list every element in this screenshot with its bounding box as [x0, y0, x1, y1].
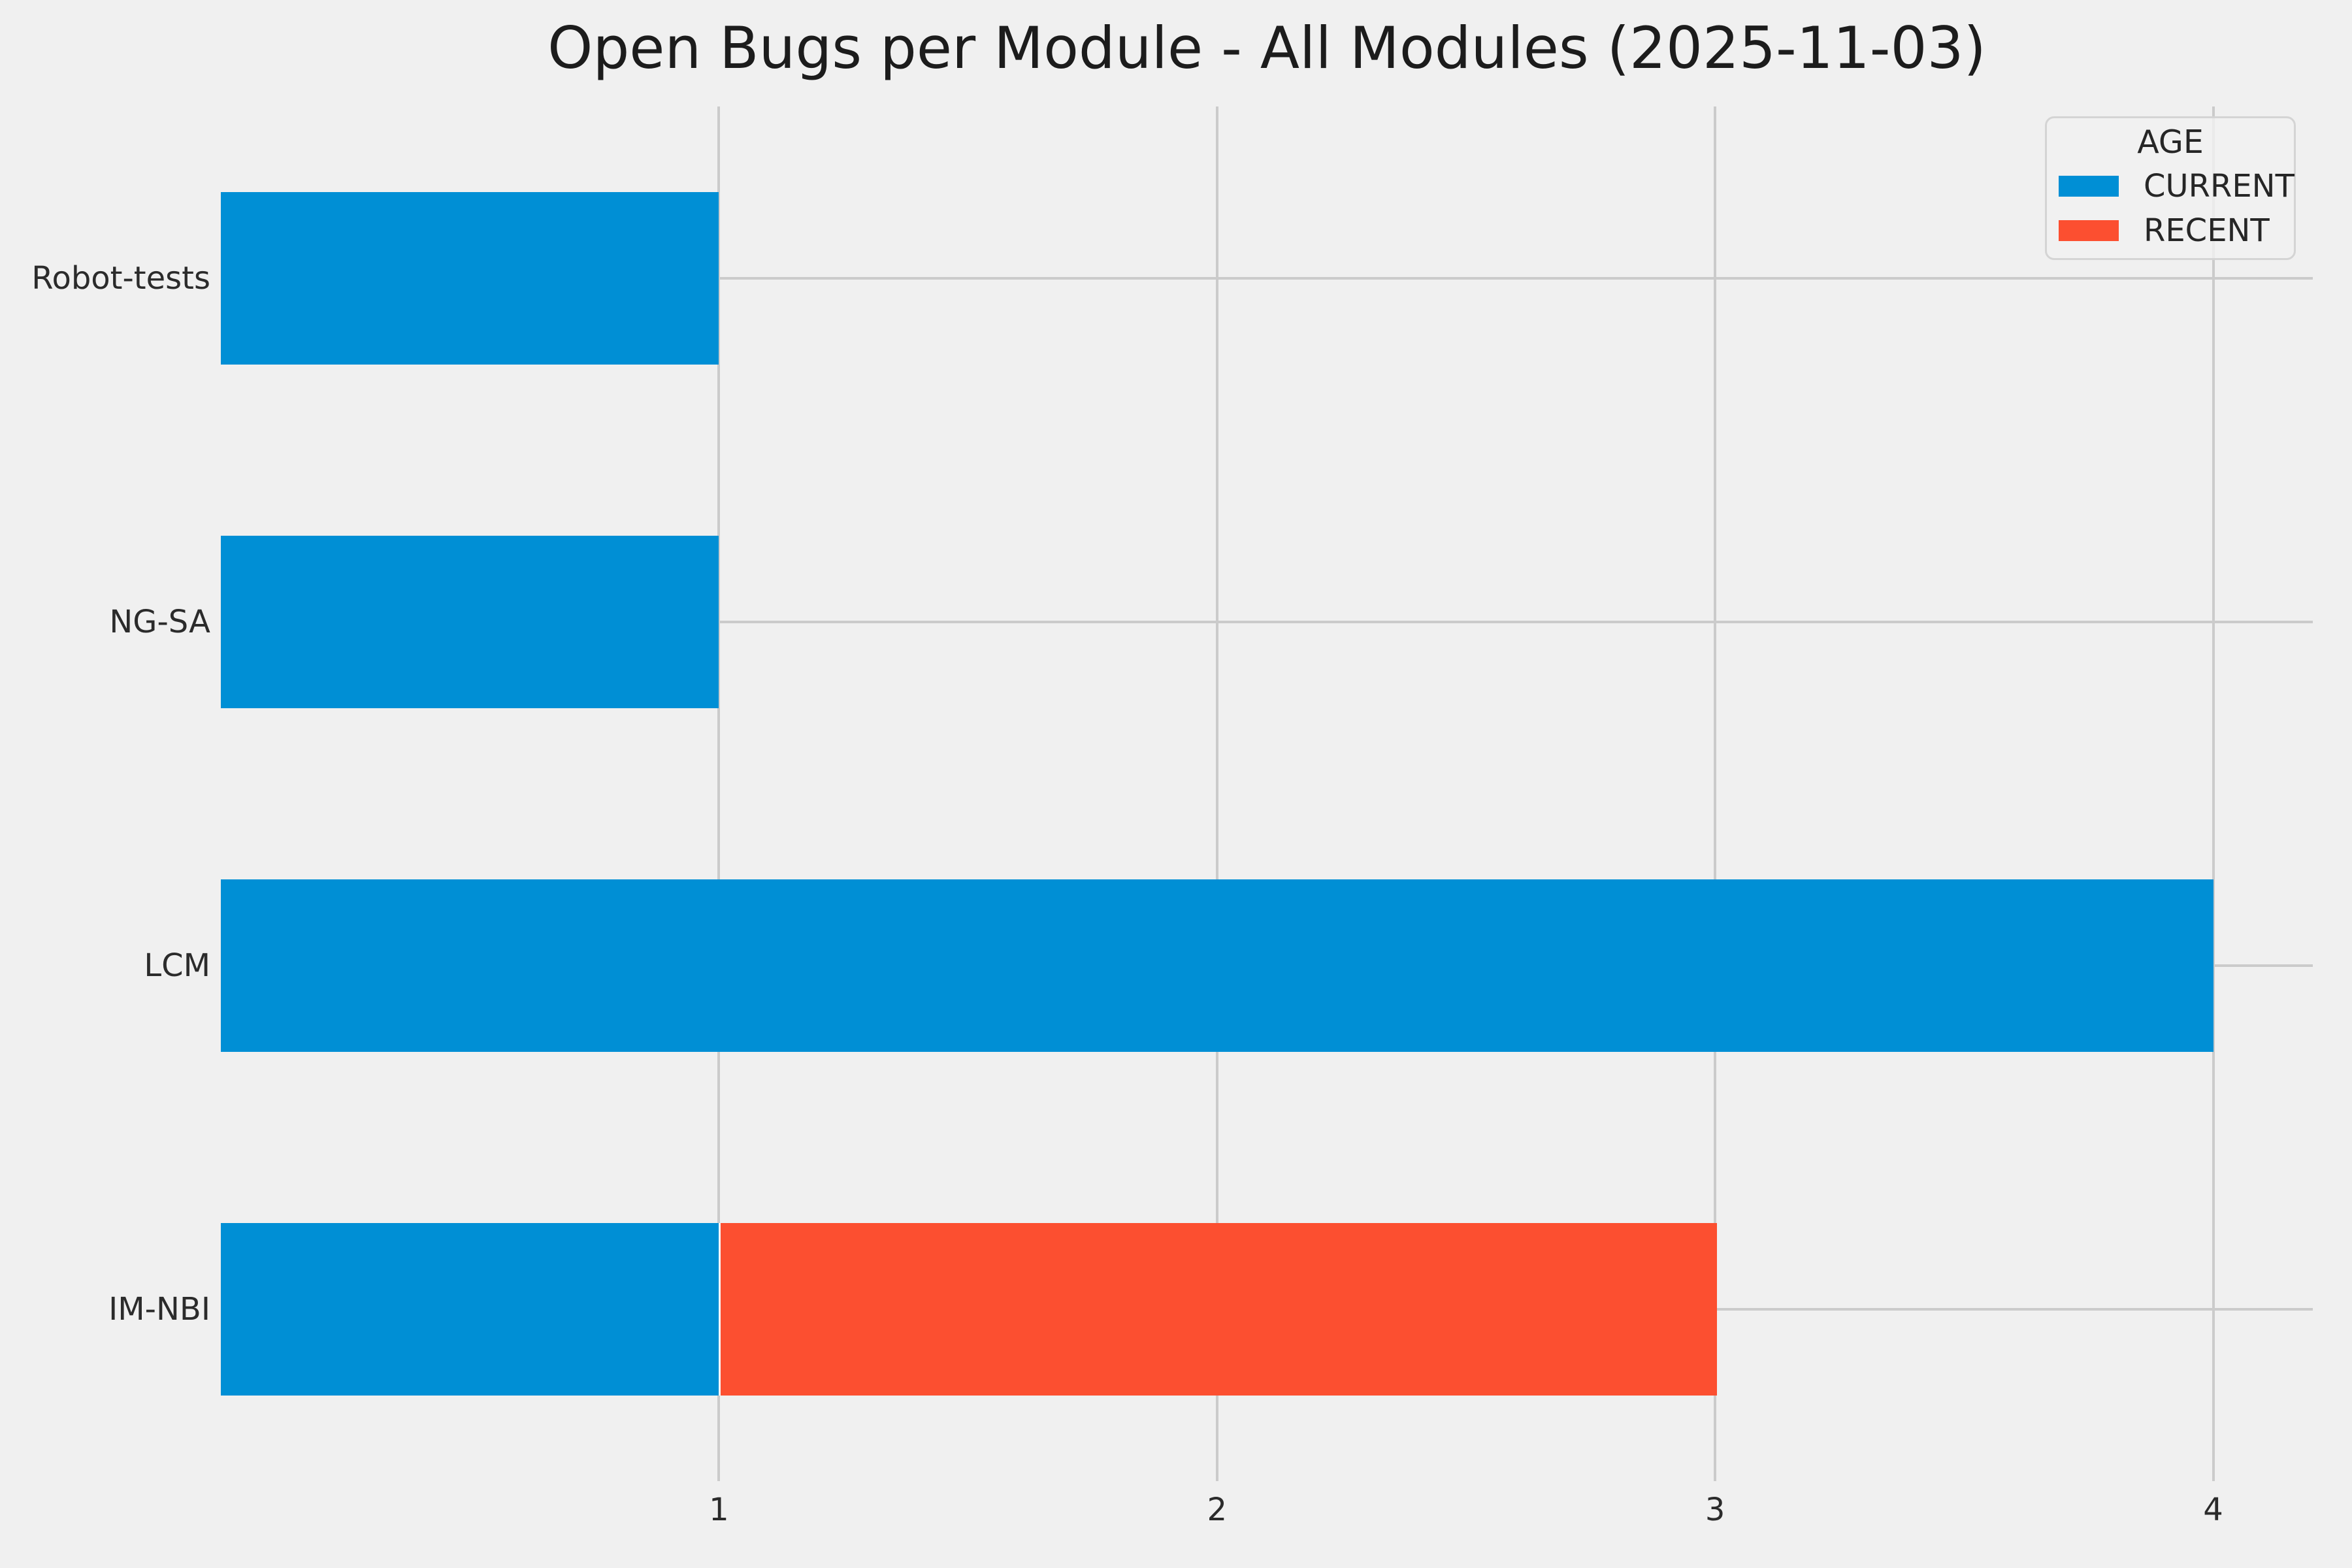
legend-entries: CURRENT RECENT — [2047, 161, 2295, 248]
plot-area — [221, 106, 2313, 1481]
bar-current-im-nbi — [221, 1223, 719, 1396]
legend-label-recent: RECENT — [2144, 212, 2270, 249]
legend-swatch-current — [2059, 176, 2119, 197]
bar-current-ng-sa — [221, 536, 719, 708]
legend-entry-current: CURRENT — [2059, 168, 2295, 204]
y-tick-label-ng-sa: NG-SA — [109, 604, 210, 640]
legend-entry-recent: RECENT — [2059, 214, 2294, 248]
bar-recent-im-nbi — [719, 1223, 1718, 1396]
legend-label-current: CURRENT — [2144, 168, 2295, 204]
gridline-x-2 — [1215, 106, 1218, 1481]
y-tick-label-im-nbi: IM-NBI — [108, 1291, 210, 1328]
gridline-x-3 — [1714, 106, 1717, 1481]
gridline-y-robot-tests — [221, 277, 2313, 280]
bar-current-robot-tests — [221, 192, 719, 365]
legend-swatch-recent — [2059, 220, 2119, 241]
chart-title: Open Bugs per Module - All Modules (2025… — [547, 14, 1986, 82]
y-tick-label-robot-tests: Robot-tests — [31, 260, 210, 297]
x-tick-label-1: 1 — [709, 1492, 729, 1528]
x-tick-label-3: 3 — [1705, 1492, 1725, 1528]
legend-title: AGE — [2137, 123, 2204, 161]
bar-current-lcm — [221, 879, 2213, 1052]
gridline-x-1 — [717, 106, 721, 1481]
x-tick-label-2: 2 — [1207, 1492, 1228, 1528]
gridline-y-ng-sa — [221, 621, 2313, 623]
y-tick-label-lcm: LCM — [144, 947, 210, 984]
x-tick-label-4: 4 — [2203, 1492, 2223, 1528]
legend: AGE CURRENT RECENT — [2045, 116, 2296, 260]
gridline-x-4 — [2212, 106, 2215, 1481]
